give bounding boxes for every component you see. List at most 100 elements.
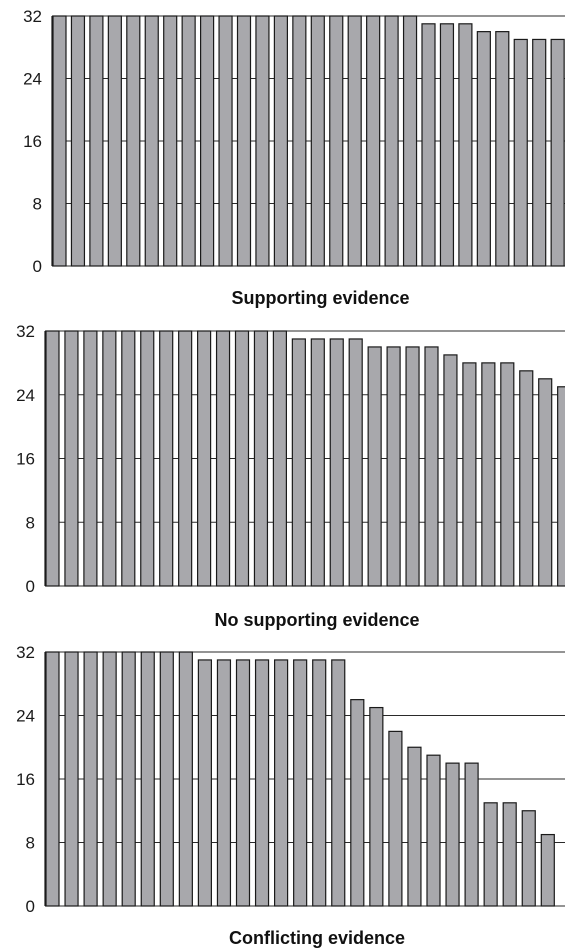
bar xyxy=(500,362,515,587)
bar xyxy=(458,23,473,267)
bar xyxy=(70,15,86,267)
y-tick-label: 16 xyxy=(23,132,42,151)
bar xyxy=(407,746,422,907)
y-tick-label: 24 xyxy=(16,707,35,726)
panel-title: Supporting evidence xyxy=(231,288,409,308)
bar xyxy=(253,330,269,587)
bar xyxy=(159,330,174,587)
bar xyxy=(291,338,306,587)
panel-title: No supporting evidence xyxy=(214,610,419,630)
bar xyxy=(163,15,178,267)
y-tick-label: 16 xyxy=(16,450,35,469)
bar xyxy=(483,802,498,907)
bar xyxy=(350,699,365,907)
bar xyxy=(329,15,344,267)
bar xyxy=(197,330,212,587)
bar xyxy=(540,833,555,907)
bars-group xyxy=(45,330,565,587)
bar xyxy=(384,15,399,267)
bar xyxy=(126,15,141,267)
y-tick-label: 8 xyxy=(26,513,35,532)
bar xyxy=(386,346,401,587)
bar xyxy=(550,38,565,267)
bar xyxy=(445,762,460,907)
bar xyxy=(439,23,455,267)
bar xyxy=(144,15,159,267)
bar xyxy=(121,330,136,587)
y-tick-label: 0 xyxy=(26,577,35,596)
y-tick-label: 32 xyxy=(16,643,35,662)
bar xyxy=(64,651,79,907)
bar xyxy=(159,651,174,907)
bar xyxy=(369,706,384,907)
bar xyxy=(443,354,458,587)
bar xyxy=(236,15,252,267)
bar xyxy=(367,346,382,587)
bar xyxy=(45,651,60,907)
bar xyxy=(197,659,212,907)
bar xyxy=(366,15,381,267)
bar xyxy=(538,378,553,587)
bar xyxy=(347,15,362,267)
bar xyxy=(421,23,436,267)
bar xyxy=(329,338,344,587)
bar xyxy=(181,15,196,267)
bar xyxy=(532,38,547,267)
bar xyxy=(178,651,193,907)
bar xyxy=(216,659,232,907)
bar xyxy=(405,346,420,587)
bar xyxy=(121,651,136,907)
bar xyxy=(273,15,288,267)
bar xyxy=(64,330,79,587)
bar xyxy=(424,346,439,587)
chart-panel-3: 32 24 16 8 0 Conflicting evidence xyxy=(16,643,565,948)
y-tick-label: 32 xyxy=(16,322,35,341)
bars-group xyxy=(45,651,555,907)
bar xyxy=(464,762,479,907)
bar xyxy=(402,15,418,267)
y-tick-label: 24 xyxy=(16,386,35,405)
chart-panel-2: 32 24 16 8 0 No supporting evidence xyxy=(16,322,565,630)
bar xyxy=(215,330,231,587)
bar xyxy=(388,730,403,907)
y-tick-label: 0 xyxy=(33,257,42,276)
bar xyxy=(462,362,477,587)
bar xyxy=(521,810,536,907)
bar xyxy=(272,330,287,587)
bar xyxy=(557,386,565,587)
bar xyxy=(476,31,491,267)
y-tick-label: 32 xyxy=(23,7,42,26)
bar xyxy=(218,15,233,267)
bar xyxy=(513,38,528,267)
bar xyxy=(312,659,327,907)
bar xyxy=(255,15,270,267)
bar xyxy=(234,330,250,587)
bar xyxy=(293,659,308,907)
bar xyxy=(481,362,496,587)
y-tick-label: 24 xyxy=(23,70,42,89)
bar xyxy=(426,754,441,907)
bar xyxy=(102,330,117,587)
bar xyxy=(235,659,251,907)
bar xyxy=(495,31,510,267)
y-tick-label: 8 xyxy=(26,834,35,853)
bar xyxy=(502,802,517,907)
bar xyxy=(45,330,60,587)
bar xyxy=(89,15,104,267)
y-tick-label: 0 xyxy=(26,897,35,916)
bar xyxy=(331,659,346,907)
bar xyxy=(292,15,307,267)
y-tick-label: 16 xyxy=(16,770,35,789)
bars-group xyxy=(52,15,565,267)
bar xyxy=(178,330,193,587)
bar xyxy=(140,330,155,587)
bar xyxy=(200,15,215,267)
bar xyxy=(274,659,289,907)
bar xyxy=(310,338,325,587)
panel-title: Conflicting evidence xyxy=(229,928,405,948)
bar xyxy=(348,338,363,587)
y-tick-label: 8 xyxy=(33,195,42,214)
bar xyxy=(52,15,67,267)
bar xyxy=(107,15,122,267)
